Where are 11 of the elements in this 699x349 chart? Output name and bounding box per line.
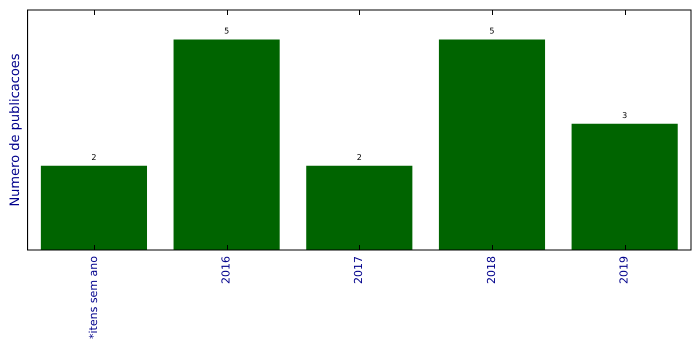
data-label: 2	[91, 152, 96, 162]
x-tick-label: 2018	[484, 256, 498, 284]
x-tick-label: *itens sem ano	[86, 256, 100, 340]
x-tick-label: 2019	[618, 256, 631, 284]
x-tick-label: 2016	[219, 256, 232, 284]
data-label: 2	[356, 152, 362, 162]
data-label: 5	[489, 26, 495, 36]
data-label: 5	[224, 26, 230, 36]
y-axis-title: Numero de publicacoes	[8, 53, 24, 207]
data-label: 3	[622, 110, 628, 120]
x-tick-label: 2017	[352, 256, 366, 284]
